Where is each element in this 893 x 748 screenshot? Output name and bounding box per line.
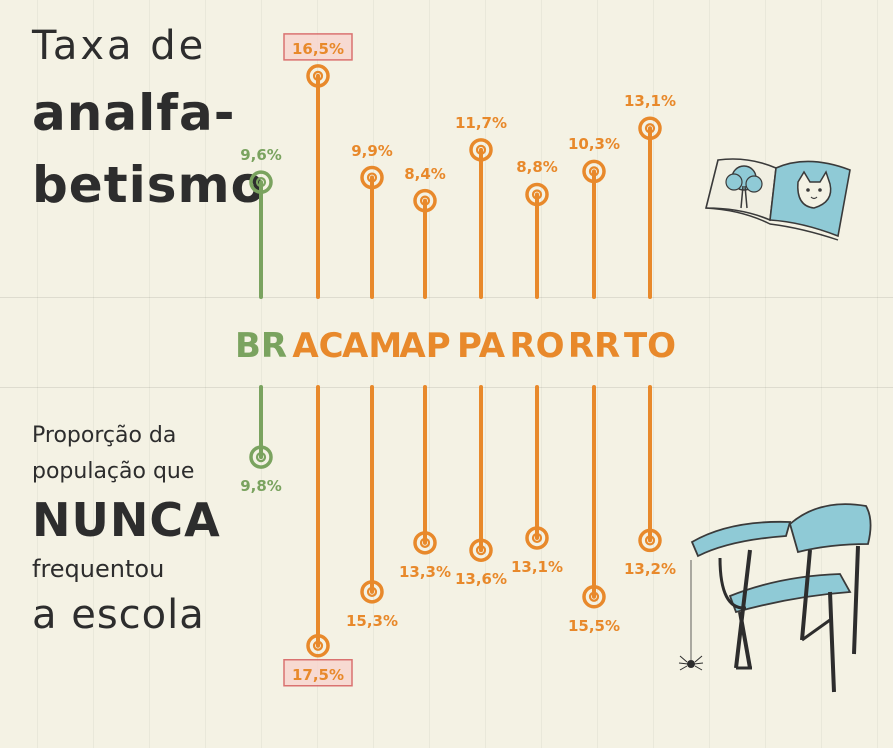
bottom-br-marker-inner <box>255 452 267 463</box>
top-br-marker-inner <box>255 177 267 188</box>
bottom-label-br: 9,8% <box>240 477 282 496</box>
bottom-pa-marker-inner <box>475 545 487 556</box>
top-label-ro: 8,8% <box>516 158 558 177</box>
category-label-to: TO <box>623 326 677 366</box>
top-label-to: 13,1% <box>623 92 677 111</box>
bottom-label-to: 13,2% <box>623 560 677 579</box>
bottom-am-marker-inner <box>366 586 378 597</box>
bottom-rr-marker <box>582 585 606 609</box>
bottom-label-ap: 13,3% <box>398 562 452 581</box>
bottom-ap-marker <box>413 531 437 555</box>
top-am-marker-inner <box>366 172 378 183</box>
title-line-1: Taxa de <box>32 23 207 69</box>
subtitle-line-1: Proporção da <box>32 423 177 448</box>
subtitle-line-3: NUNCA <box>32 493 221 547</box>
top-ap-marker-inner <box>419 195 431 206</box>
divider-top <box>0 297 893 298</box>
top-ro-marker <box>525 182 549 207</box>
bottom-label-am: 15,3% <box>345 611 399 630</box>
top-ac-marker <box>306 64 330 88</box>
category-label-am: AM <box>342 326 403 366</box>
bottom-label-ac: 17,5% <box>291 665 345 684</box>
bottom-label-ro: 13,1% <box>510 557 564 576</box>
top-label-br: 9,6% <box>240 146 282 165</box>
subtitle-line-5: a escola <box>32 592 205 638</box>
bottom-ap-marker-inner <box>419 537 431 548</box>
bottom-ac-marker-inner <box>312 640 324 651</box>
highlight-box-top <box>283 33 353 61</box>
bottom-ro-marker-inner <box>531 532 543 544</box>
top-label-ap: 8,4% <box>404 164 446 183</box>
title-line-2: analfa- <box>32 84 236 142</box>
top-rr-marker <box>582 159 606 184</box>
top-rr-marker-inner <box>588 166 600 177</box>
category-label-rr: RR <box>567 326 621 366</box>
divider-bottom <box>0 387 893 388</box>
school-desk-icon <box>690 503 872 693</box>
top-label-ac: 16,5% <box>291 39 345 58</box>
top-br-marker <box>249 170 273 194</box>
subtitle-line-2: população que <box>32 459 195 484</box>
top-pa-marker <box>469 138 493 162</box>
top-label-pa: 11,7% <box>454 113 508 132</box>
top-pa-marker-inner <box>475 144 487 155</box>
bottom-am-marker <box>360 580 384 604</box>
top-label-am: 9,9% <box>351 141 393 160</box>
highlight-box-bottom <box>283 659 353 687</box>
top-ap-marker <box>413 188 437 213</box>
category-label-ro: RO <box>509 326 565 366</box>
bottom-pa-marker <box>469 538 493 562</box>
bottom-label-pa: 13,6% <box>454 570 508 589</box>
category-label-ac: AC <box>292 326 344 366</box>
chart-title: Taxa de analfa- betismo <box>32 23 266 214</box>
subtitle-line-4: frequentou <box>32 555 165 583</box>
bottom-to-marker-inner <box>644 535 656 546</box>
book-icon <box>704 158 851 241</box>
top-label-rr: 10,3% <box>567 135 621 154</box>
top-ro-marker-inner <box>531 189 543 200</box>
bottom-rr-marker-inner <box>588 591 600 602</box>
bottom-ro-marker <box>525 526 549 550</box>
top-to-marker <box>638 116 662 141</box>
spider-icon <box>678 560 704 671</box>
bottom-ac-marker <box>306 634 330 658</box>
bottom-to-marker <box>638 528 662 553</box>
bottom-br-marker <box>249 445 273 469</box>
top-am-marker <box>360 165 384 190</box>
category-label-br: BR <box>234 326 288 366</box>
category-label-ap: AP <box>399 326 451 366</box>
title-line-3: betismo <box>32 156 266 214</box>
category-label-pa: PA <box>456 326 506 366</box>
bottom-label-rr: 15,5% <box>567 616 621 635</box>
chart-subtitle: Proporção da população que NUNCA frequen… <box>32 423 262 638</box>
top-to-marker-inner <box>644 123 656 134</box>
top-ac-marker-inner <box>312 70 324 82</box>
